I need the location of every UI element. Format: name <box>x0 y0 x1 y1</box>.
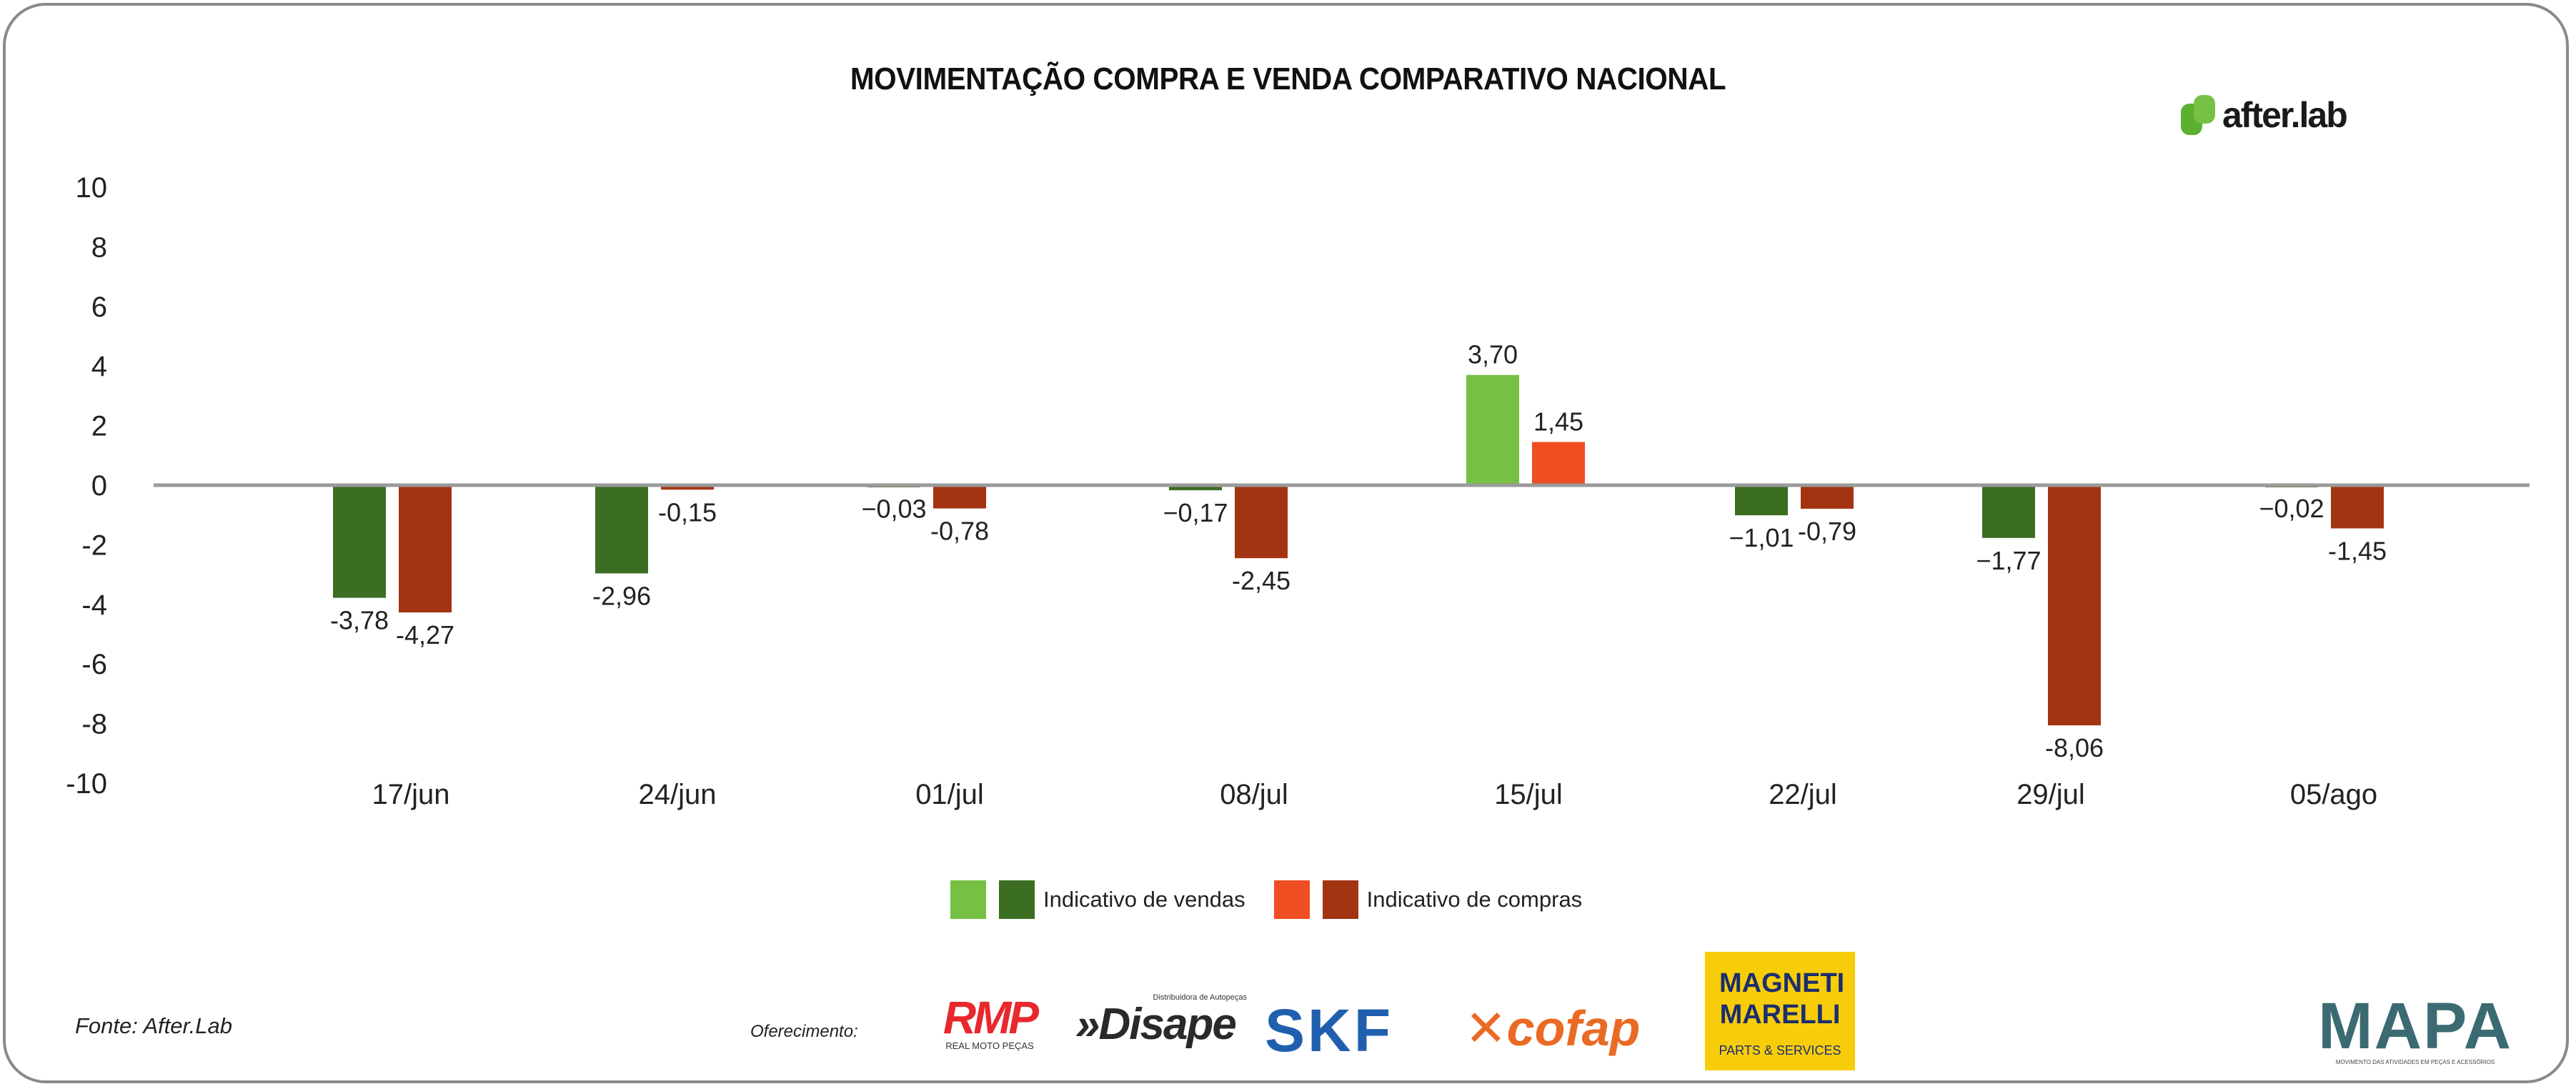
y-tick-label: 4 <box>91 351 107 382</box>
y-tick-label: -4 <box>81 590 107 621</box>
x-tick-label: 08/jul <box>1220 779 1288 810</box>
y-tick-label: 6 <box>91 292 107 323</box>
data-label: -4,27 <box>396 620 454 650</box>
x-tick-label: 15/jul <box>1494 779 1563 810</box>
bar-compras <box>2331 485 2384 529</box>
bar-compras <box>1235 485 1288 559</box>
y-tick-label: -8 <box>81 709 107 740</box>
y-tick-label: 0 <box>91 470 107 502</box>
x-tick-label: 17/jun <box>372 779 450 810</box>
after-lab-text: after.lab <box>2222 95 2348 135</box>
data-label: −1,77 <box>1976 546 2041 575</box>
after-lab-mark-icon <box>2181 95 2217 135</box>
y-tick-label: -6 <box>81 649 107 680</box>
bar-compras <box>1532 442 1585 485</box>
x-tick-label: 22/jul <box>1769 779 1837 810</box>
bar-compras <box>399 485 452 613</box>
x-tick-label: 01/jul <box>915 779 984 810</box>
bar-vendas <box>595 485 648 574</box>
legend-swatch-vendas-positive <box>950 880 986 919</box>
bar-vendas <box>1735 485 1788 516</box>
bar-vendas <box>333 485 386 598</box>
data-label: −0,17 <box>1163 498 1228 527</box>
chart-title: MOVIMENTAÇÃO COMPRA E VENDA COMPARATIVO … <box>850 61 1726 96</box>
x-tick-label: 05/ago <box>2290 779 2377 810</box>
data-label: -0,78 <box>930 517 989 546</box>
x-tick-label: 29/jul <box>2016 779 2085 810</box>
legend-swatch-vendas-negative <box>999 880 1035 919</box>
y-tick-label: -10 <box>66 768 107 800</box>
bar-vendas <box>1982 485 2035 538</box>
data-label: −1,01 <box>1729 523 1794 552</box>
bar-vendas <box>1169 485 1222 491</box>
sponsors-label: Oferecimento: <box>750 1022 858 1041</box>
data-label: -3,78 <box>330 606 389 635</box>
data-label: -0,15 <box>658 497 717 527</box>
x-tick-label: 24/jun <box>639 779 717 810</box>
legend-label-compras: Indicativo de compras <box>1366 887 1583 912</box>
source-note: Fonte: After.Lab <box>75 1013 232 1038</box>
data-label: -2,96 <box>592 581 651 610</box>
data-label: -0,79 <box>1798 517 1856 546</box>
y-tick-label: -2 <box>81 529 107 561</box>
data-label: -1,45 <box>2328 536 2387 565</box>
bar-compras <box>933 485 986 509</box>
data-label: 3,70 <box>1468 340 1518 369</box>
skf-logo: SKF <box>1265 997 1393 1064</box>
y-tick-label: 2 <box>91 411 107 442</box>
after-lab-logo: after.lab <box>2181 94 2348 136</box>
bar-chart: 10 8 6 4 2 0 -2 -4 -6 -8 -10 17/jun -3,78 -4,27 24/jun… <box>66 172 2530 810</box>
legend-swatch-compras-positive <box>1273 880 1310 919</box>
legend: Indicativo de vendas Indicativo de compr… <box>950 880 1611 919</box>
data-label: -2,45 <box>1232 566 1291 595</box>
data-label: −0,03 <box>861 494 926 523</box>
chart-frame <box>3 3 2569 1083</box>
data-label: 1,45 <box>1533 407 1583 437</box>
y-tick-label: 10 <box>76 172 108 204</box>
y-tick-label: 8 <box>91 232 107 263</box>
bar-compras <box>1801 485 1854 509</box>
mapa-logo: MAPA MOVIMENTO DAS ATIVIDADES EM PEÇAS E… <box>2317 990 2513 1065</box>
data-label: −0,02 <box>2259 494 2324 523</box>
bar-compras <box>2048 485 2101 726</box>
rmp-logo: RMP REAL MOTO PEÇAS <box>943 992 1039 1051</box>
data-label: -8,06 <box>2045 733 2104 762</box>
disape-logo: Distribuidora de Autopeças »Disape <box>1075 993 1247 1049</box>
magneti-marelli-logo: MAGNETI MARELLI PARTS & SERVICES <box>1705 952 1855 1070</box>
bar-vendas <box>1466 374 1519 485</box>
legend-label-vendas: Indicativo de vendas <box>1043 887 1245 912</box>
bar-compras <box>661 485 714 490</box>
legend-swatch-compras-negative <box>1322 880 1358 919</box>
cofap-logo: ✕cofap <box>1465 1000 1641 1056</box>
